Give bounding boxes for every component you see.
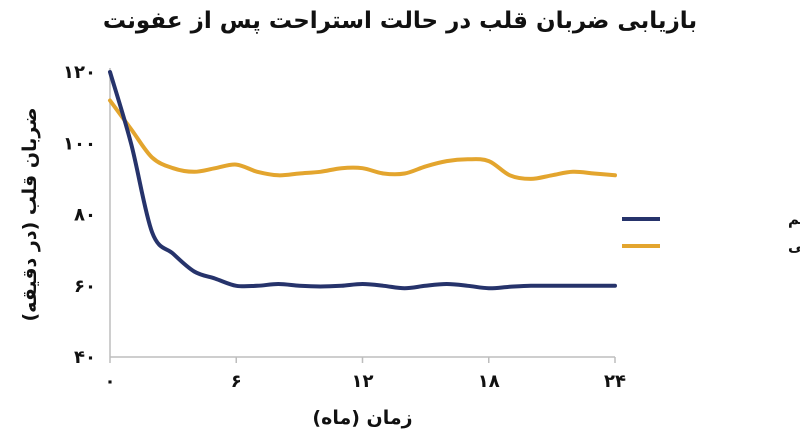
series-line-healthy [108,70,617,291]
y-axis-title: ضربان قلب (در دقیقه) [19,107,41,321]
x-tick-label: ۲۴ [604,371,626,392]
y-tick-label: ۸۰ [74,205,96,226]
y-tick-label: ۱۲۰ [63,62,96,83]
series-lines [108,70,617,291]
y-tick-label: ۱۰۰ [63,133,96,154]
x-tick-label: ۰ [105,371,116,392]
y-tick-label: ۴۰ [74,347,96,368]
chart-title: بازیابی ضربان قلب در حالت استراحت پس از … [102,8,698,34]
axes [109,68,615,358]
x-tick-label: ۱۲ [352,371,374,392]
series-line-long-covid [108,98,617,181]
x-tick-label: ۶ [231,371,242,392]
legend-label: فرد سالم [788,210,800,228]
x-tick-label: ۱۸ [478,371,500,392]
legend: فرد سالم بیمار کووید طولانی [622,210,800,255]
ticks: ۴۰ ۶۰ ۸۰ ۱۰۰ ۱۲۰ ۰ ۶ ۱۲ ۱۸ ۲۴ [63,62,626,392]
legend-label: بیمار کووید طولانی [788,237,800,255]
y-tick-label: ۶۰ [74,276,96,297]
x-axis-title: زمان (ماه) [312,407,412,429]
